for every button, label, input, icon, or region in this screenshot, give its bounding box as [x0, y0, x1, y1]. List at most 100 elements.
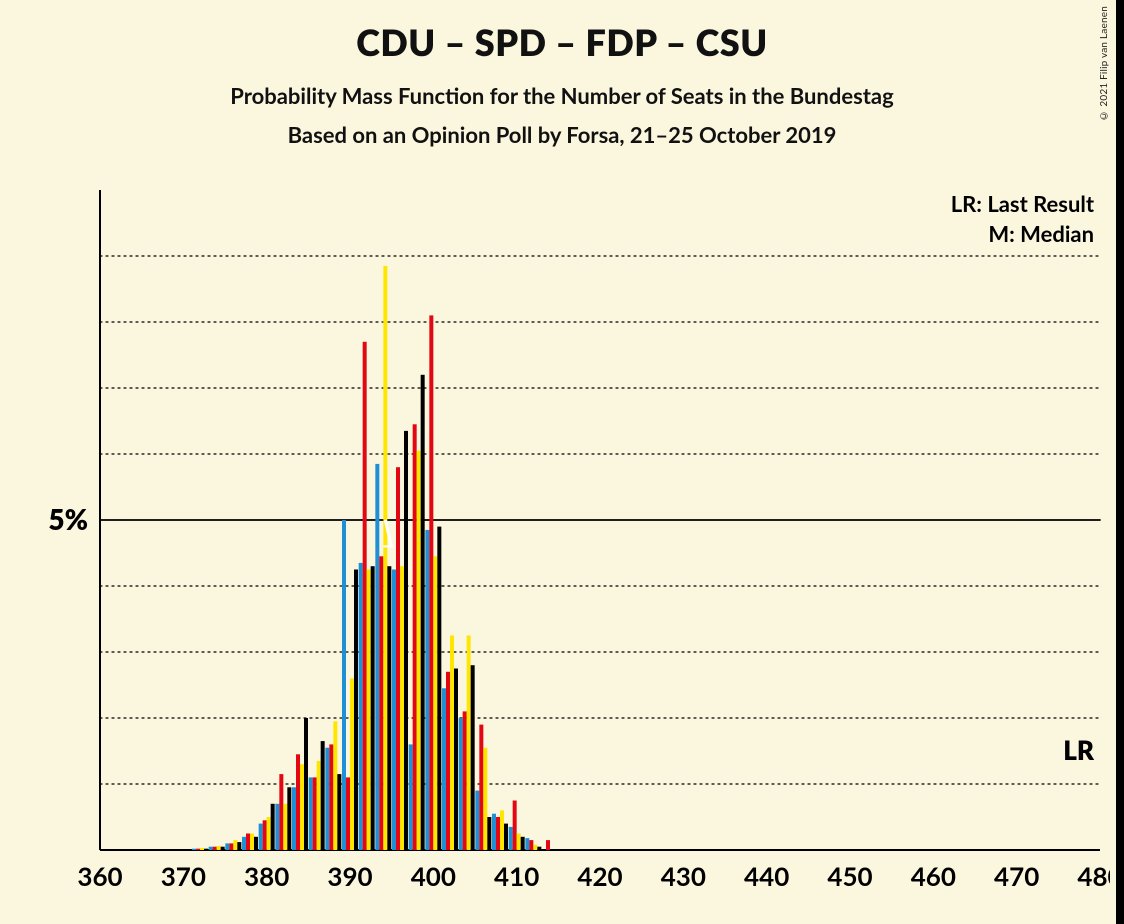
bar-s2 [213, 847, 217, 850]
bar-s3 [383, 266, 387, 850]
bar-s1 [392, 570, 396, 851]
bar-s2 [313, 777, 317, 850]
bar-s3 [300, 764, 304, 850]
bar-s2 [429, 315, 433, 850]
bar-s3 [517, 834, 521, 851]
x-tick-label: 370 [161, 860, 206, 892]
bar-s2 [496, 817, 500, 850]
bar-s2 [279, 774, 283, 850]
bar-s1 [275, 804, 279, 850]
bar-s2 [546, 840, 550, 850]
bar-s3 [350, 678, 354, 850]
bar-s1 [225, 843, 229, 850]
x-tick-label: 450 [827, 860, 872, 892]
bar-s4 [454, 669, 458, 851]
bar-s3 [267, 817, 271, 850]
bar-s2 [379, 556, 383, 850]
bar-s3 [417, 451, 421, 850]
bar-s3 [250, 834, 254, 851]
bar-s4 [437, 527, 441, 850]
bar-s4 [521, 837, 525, 850]
bar-s3 [533, 845, 537, 850]
bar-s1 [442, 688, 446, 850]
bar-s4 [221, 847, 225, 850]
chart-subtitle-1: Probability Mass Function for the Number… [0, 82, 1124, 109]
bar-s2 [413, 424, 417, 850]
bar-s1 [342, 520, 346, 850]
bar-s1 [192, 849, 196, 850]
chart-subtitle-2: Based on an Opinion Poll by Forsa, 21–25… [0, 121, 1124, 148]
bar-s4 [371, 566, 375, 850]
x-tick-label: 460 [911, 860, 956, 892]
x-tick-label: 400 [411, 860, 456, 892]
bar-s1 [309, 777, 313, 850]
bar-s2 [246, 834, 250, 851]
bar-s1 [509, 827, 513, 850]
bar-s1 [292, 787, 296, 850]
bar-s2 [363, 342, 367, 850]
bar-s2 [196, 849, 200, 850]
bar-s2 [479, 725, 483, 850]
bar-s3 [450, 636, 454, 851]
legend-m: M: Median [988, 220, 1094, 247]
bar-s1 [209, 847, 213, 850]
x-tick-label: 440 [744, 860, 789, 892]
bar-s4 [287, 787, 291, 850]
bar-s1 [359, 563, 363, 850]
bar-s3 [433, 556, 437, 850]
bar-s3 [500, 810, 504, 850]
bar-s1 [375, 464, 379, 850]
legend-lr: LR: Last Result [951, 190, 1095, 217]
bar-s1 [525, 838, 529, 850]
bar-s2 [263, 820, 267, 850]
bar-s3 [400, 566, 404, 850]
bar-s3 [483, 748, 487, 850]
bar-s2 [529, 840, 533, 850]
bar-s1 [459, 718, 463, 850]
y-tick-label-5pct: 5% [48, 502, 88, 536]
bar-s4 [237, 842, 241, 850]
bar-s2 [229, 843, 233, 850]
bar-s2 [346, 777, 350, 850]
bar-s4 [537, 847, 541, 850]
bar-s1 [325, 748, 329, 850]
bar-s2 [396, 467, 400, 850]
bar-s1 [425, 530, 429, 850]
bar-s3 [367, 570, 371, 851]
chart-area: 5%36037038039040041042043044045046047048… [20, 180, 1110, 900]
chart-svg: 5%36037038039040041042043044045046047048… [20, 180, 1110, 900]
bar-s2 [329, 744, 333, 850]
bar-s4 [387, 566, 391, 850]
x-tick-label: 430 [661, 860, 706, 892]
lr-marker-label: LR [1063, 734, 1095, 766]
x-tick-label: 420 [577, 860, 622, 892]
x-tick-label: 390 [327, 860, 372, 892]
bar-s2 [513, 801, 517, 851]
x-tick-label: 360 [77, 860, 122, 892]
bar-s4 [304, 718, 308, 850]
bar-s3 [317, 761, 321, 850]
bar-s2 [446, 672, 450, 850]
bar-s3 [283, 804, 287, 850]
bar-s4 [337, 774, 341, 850]
bar-s3 [333, 721, 337, 850]
bar-s2 [463, 711, 467, 850]
x-tick-label: 480 [1077, 860, 1110, 892]
chart-title: CDU – SPD – FDP – CSU [0, 20, 1124, 64]
x-tick-label: 470 [994, 860, 1039, 892]
bar-s4 [204, 849, 208, 850]
bar-s1 [409, 744, 413, 850]
bar-s1 [475, 791, 479, 850]
bar-s1 [492, 814, 496, 850]
bar-s2 [296, 754, 300, 850]
bar-s4 [487, 817, 491, 850]
title-block: CDU – SPD – FDP – CSU Probability Mass F… [0, 20, 1124, 148]
bar-s4 [254, 837, 258, 850]
bar-s4 [504, 824, 508, 850]
bar-s3 [200, 848, 204, 850]
bar-s4 [471, 665, 475, 850]
bar-s3 [233, 840, 237, 850]
bar-s1 [259, 824, 263, 850]
bar-s4 [404, 431, 408, 850]
x-tick-label: 380 [244, 860, 289, 892]
